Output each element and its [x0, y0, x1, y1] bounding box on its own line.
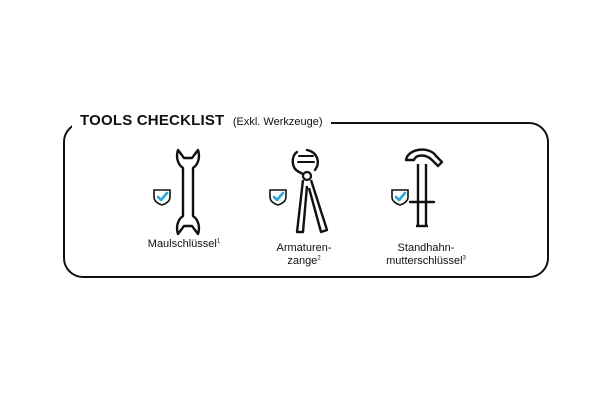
check-shield-icon — [269, 189, 287, 206]
check-shield-icon — [391, 189, 409, 206]
pliers-icon — [291, 148, 329, 234]
open-end-wrench-icon — [175, 148, 201, 236]
check-shield-icon — [153, 189, 171, 206]
checklist-header: TOOLS CHECKLIST (Exkl. Werkzeuge) — [72, 109, 331, 134]
tap-nut-wrench-icon — [404, 148, 444, 228]
checklist-subtitle: (Exkl. Werkzeuge) — [232, 116, 323, 128]
tool-label: Armaturen- zange2 — [276, 242, 332, 267]
checklist-title: TOOLS CHECKLIST — [80, 112, 225, 129]
tool-label: Standhahn- mutterschlüssel3 — [386, 242, 466, 267]
tool-label: Maulschlüssel1 — [147, 238, 221, 250]
